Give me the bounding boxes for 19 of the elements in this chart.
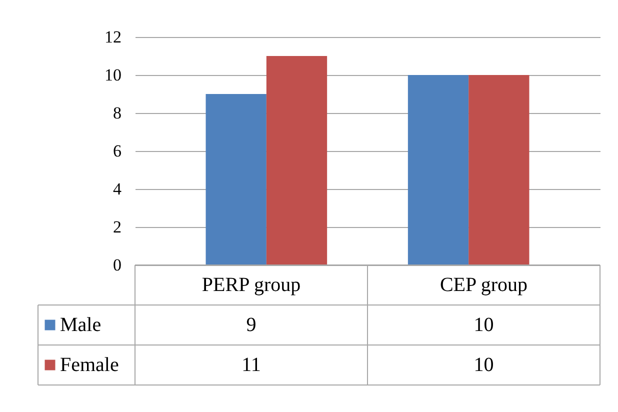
- y-tick-label: 2: [113, 218, 122, 236]
- legend-label: Male: [60, 314, 102, 336]
- bar: [468, 75, 530, 265]
- legend-label: Female: [60, 354, 119, 376]
- data-label: 9: [246, 314, 256, 336]
- y-tick-label: 10: [104, 66, 122, 84]
- x-tick-label: CEP group: [440, 274, 528, 296]
- x-tick-label: PERP group: [202, 274, 301, 296]
- y-tick-label: 6: [113, 142, 122, 160]
- y-tick-label: 4: [113, 180, 122, 198]
- bar: [266, 56, 328, 265]
- bar: [206, 94, 266, 265]
- y-tick-label: 0: [113, 256, 122, 274]
- bar: [408, 75, 469, 265]
- y-tick-label: 8: [113, 104, 122, 122]
- data-label: 10: [474, 314, 494, 336]
- data-label: 10: [474, 354, 494, 376]
- data-label: 11: [242, 354, 261, 376]
- y-tick-label: 12: [104, 28, 122, 46]
